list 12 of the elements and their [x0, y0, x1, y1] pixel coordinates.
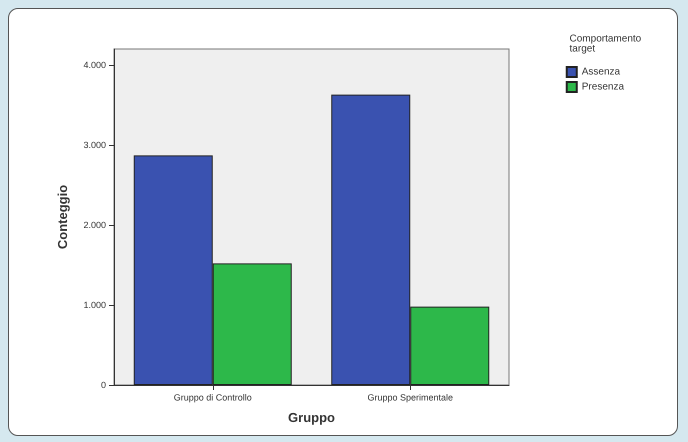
y-axis-title: Conteggio [55, 184, 70, 250]
y-tick-label: 4.000 [83, 60, 106, 70]
legend-title: Comportamento target [570, 34, 644, 54]
y-tick-label: 1.000 [83, 300, 106, 310]
x-tick-label: Gruppo di Controllo [174, 392, 252, 402]
y-tick-label: 3.000 [83, 140, 106, 150]
y-tick-label: 2.000 [83, 220, 106, 230]
legend-label: Presenza [582, 82, 624, 92]
legend-label: Assenza [582, 66, 621, 78]
x-tick-label: Gruppo Sperimentale [367, 392, 454, 402]
y-tick-label: 0 [100, 380, 106, 390]
x-axis-title: Gruppo [288, 410, 336, 425]
